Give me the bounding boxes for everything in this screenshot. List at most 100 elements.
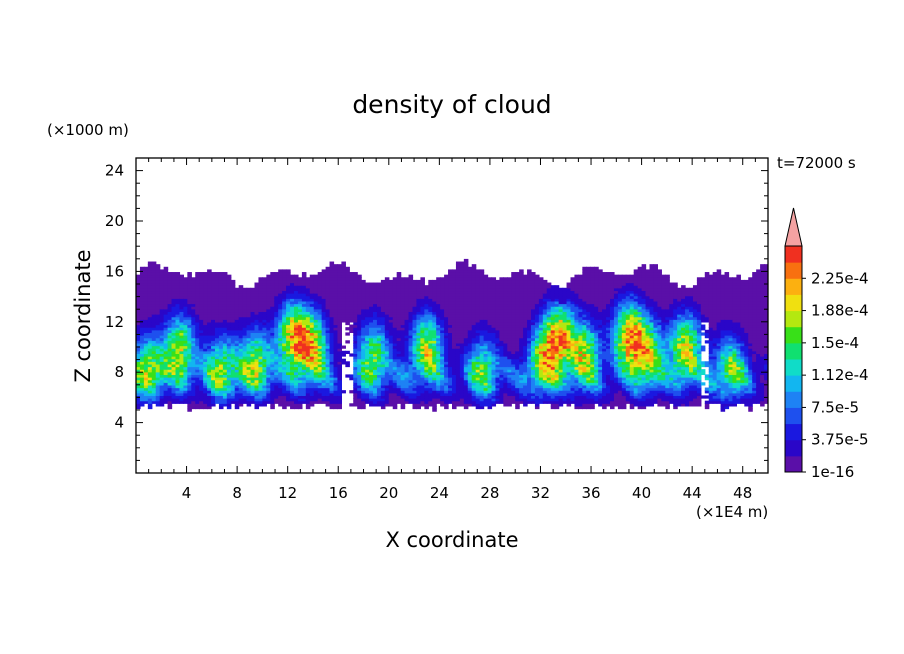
heat-cell [475,363,481,368]
heat-cell [479,405,485,410]
heat-cell [416,392,421,397]
heat-cell [471,369,477,373]
heat-cell [448,274,453,278]
heat-cell [420,329,425,334]
heat-cell [278,298,283,302]
heat-cell [266,340,271,344]
heat-cell [519,374,524,378]
heat-cell [215,371,220,376]
heat-cell [230,314,236,318]
heat-cell [151,282,157,286]
heat-cell [297,377,303,381]
heat-cell [416,314,421,318]
heat-cell [507,308,512,313]
heat-cell [412,295,418,299]
heat-cell [179,298,184,302]
heat-cell [282,269,287,273]
heat-cell [258,387,263,391]
heat-cell [471,363,477,368]
heat-cell [329,332,335,336]
heat-cell [444,398,449,402]
heat-cell [487,384,493,389]
heat-cell [471,303,477,307]
heat-cell [179,395,184,399]
heat-cell [404,314,410,318]
heat-cell [388,356,394,360]
heat-cell [408,371,414,376]
heat-cell [286,374,291,378]
heat-cell [309,345,315,349]
heat-cell [519,395,524,399]
heat-cell [199,308,204,313]
heat-cell [215,379,220,383]
heat-cell [361,353,366,357]
heat-cell [266,348,271,352]
heat-cell [242,369,248,373]
heat-cell [357,384,362,389]
heat-cell [475,306,481,310]
heat-cell [479,293,485,297]
heat-cell [400,345,406,349]
heat-cell [250,332,256,336]
heat-cell [175,311,181,315]
heat-cell [471,293,477,297]
heat-cell [412,353,418,357]
heat-cell [436,369,441,373]
heat-cell [424,395,429,399]
heat-cell [463,308,469,313]
heat-cell [187,384,192,389]
heat-cell [139,314,145,318]
heat-cell [479,340,485,344]
heat-cell [270,384,275,389]
heat-cell [167,298,173,302]
heat-cell [191,293,196,297]
heat-cell [191,358,196,362]
heat-cell [353,361,358,365]
heat-cell [250,316,256,320]
heat-cell [183,282,188,286]
heat-cell [179,306,184,310]
heat-cell [222,348,228,352]
heat-cell [436,371,441,376]
heat-cell [167,332,173,336]
heat-cell [357,300,362,305]
heat-cell [262,345,267,349]
heat-cell [136,379,141,383]
heat-cell [238,345,244,349]
heat-cell [479,303,485,307]
heat-cell [234,295,240,299]
heat-cell [527,332,532,336]
heat-cell [254,363,260,368]
heat-cell [203,337,208,341]
heat-cell [388,300,394,305]
heat-cell [408,274,414,278]
heat-cell [432,398,437,402]
heat-cell [333,358,339,362]
heat-cell [250,327,256,331]
heat-cell [503,279,508,284]
heat-cell [254,324,260,328]
heat-cell [242,298,248,302]
heat-cell [463,350,469,355]
heat-cell [179,332,184,336]
heat-cell [483,321,489,326]
heat-cell [274,358,279,362]
heat-cell [301,374,307,378]
heat-cell [215,356,220,360]
heat-cell [515,353,520,357]
heat-cell [444,392,449,397]
heat-cell [286,314,291,318]
heat-cell [309,274,315,278]
heat-cell [286,290,291,294]
heat-cell [432,324,437,328]
heat-cell [519,300,524,305]
heat-cell [155,374,161,378]
heat-cell [503,377,508,381]
heat-cell [432,345,437,349]
heat-cell [163,369,169,373]
heat-cell [388,374,394,378]
heat-cell [527,285,532,289]
heat-cell [179,400,184,404]
heat-cell [495,332,500,336]
heat-cell [487,350,493,355]
